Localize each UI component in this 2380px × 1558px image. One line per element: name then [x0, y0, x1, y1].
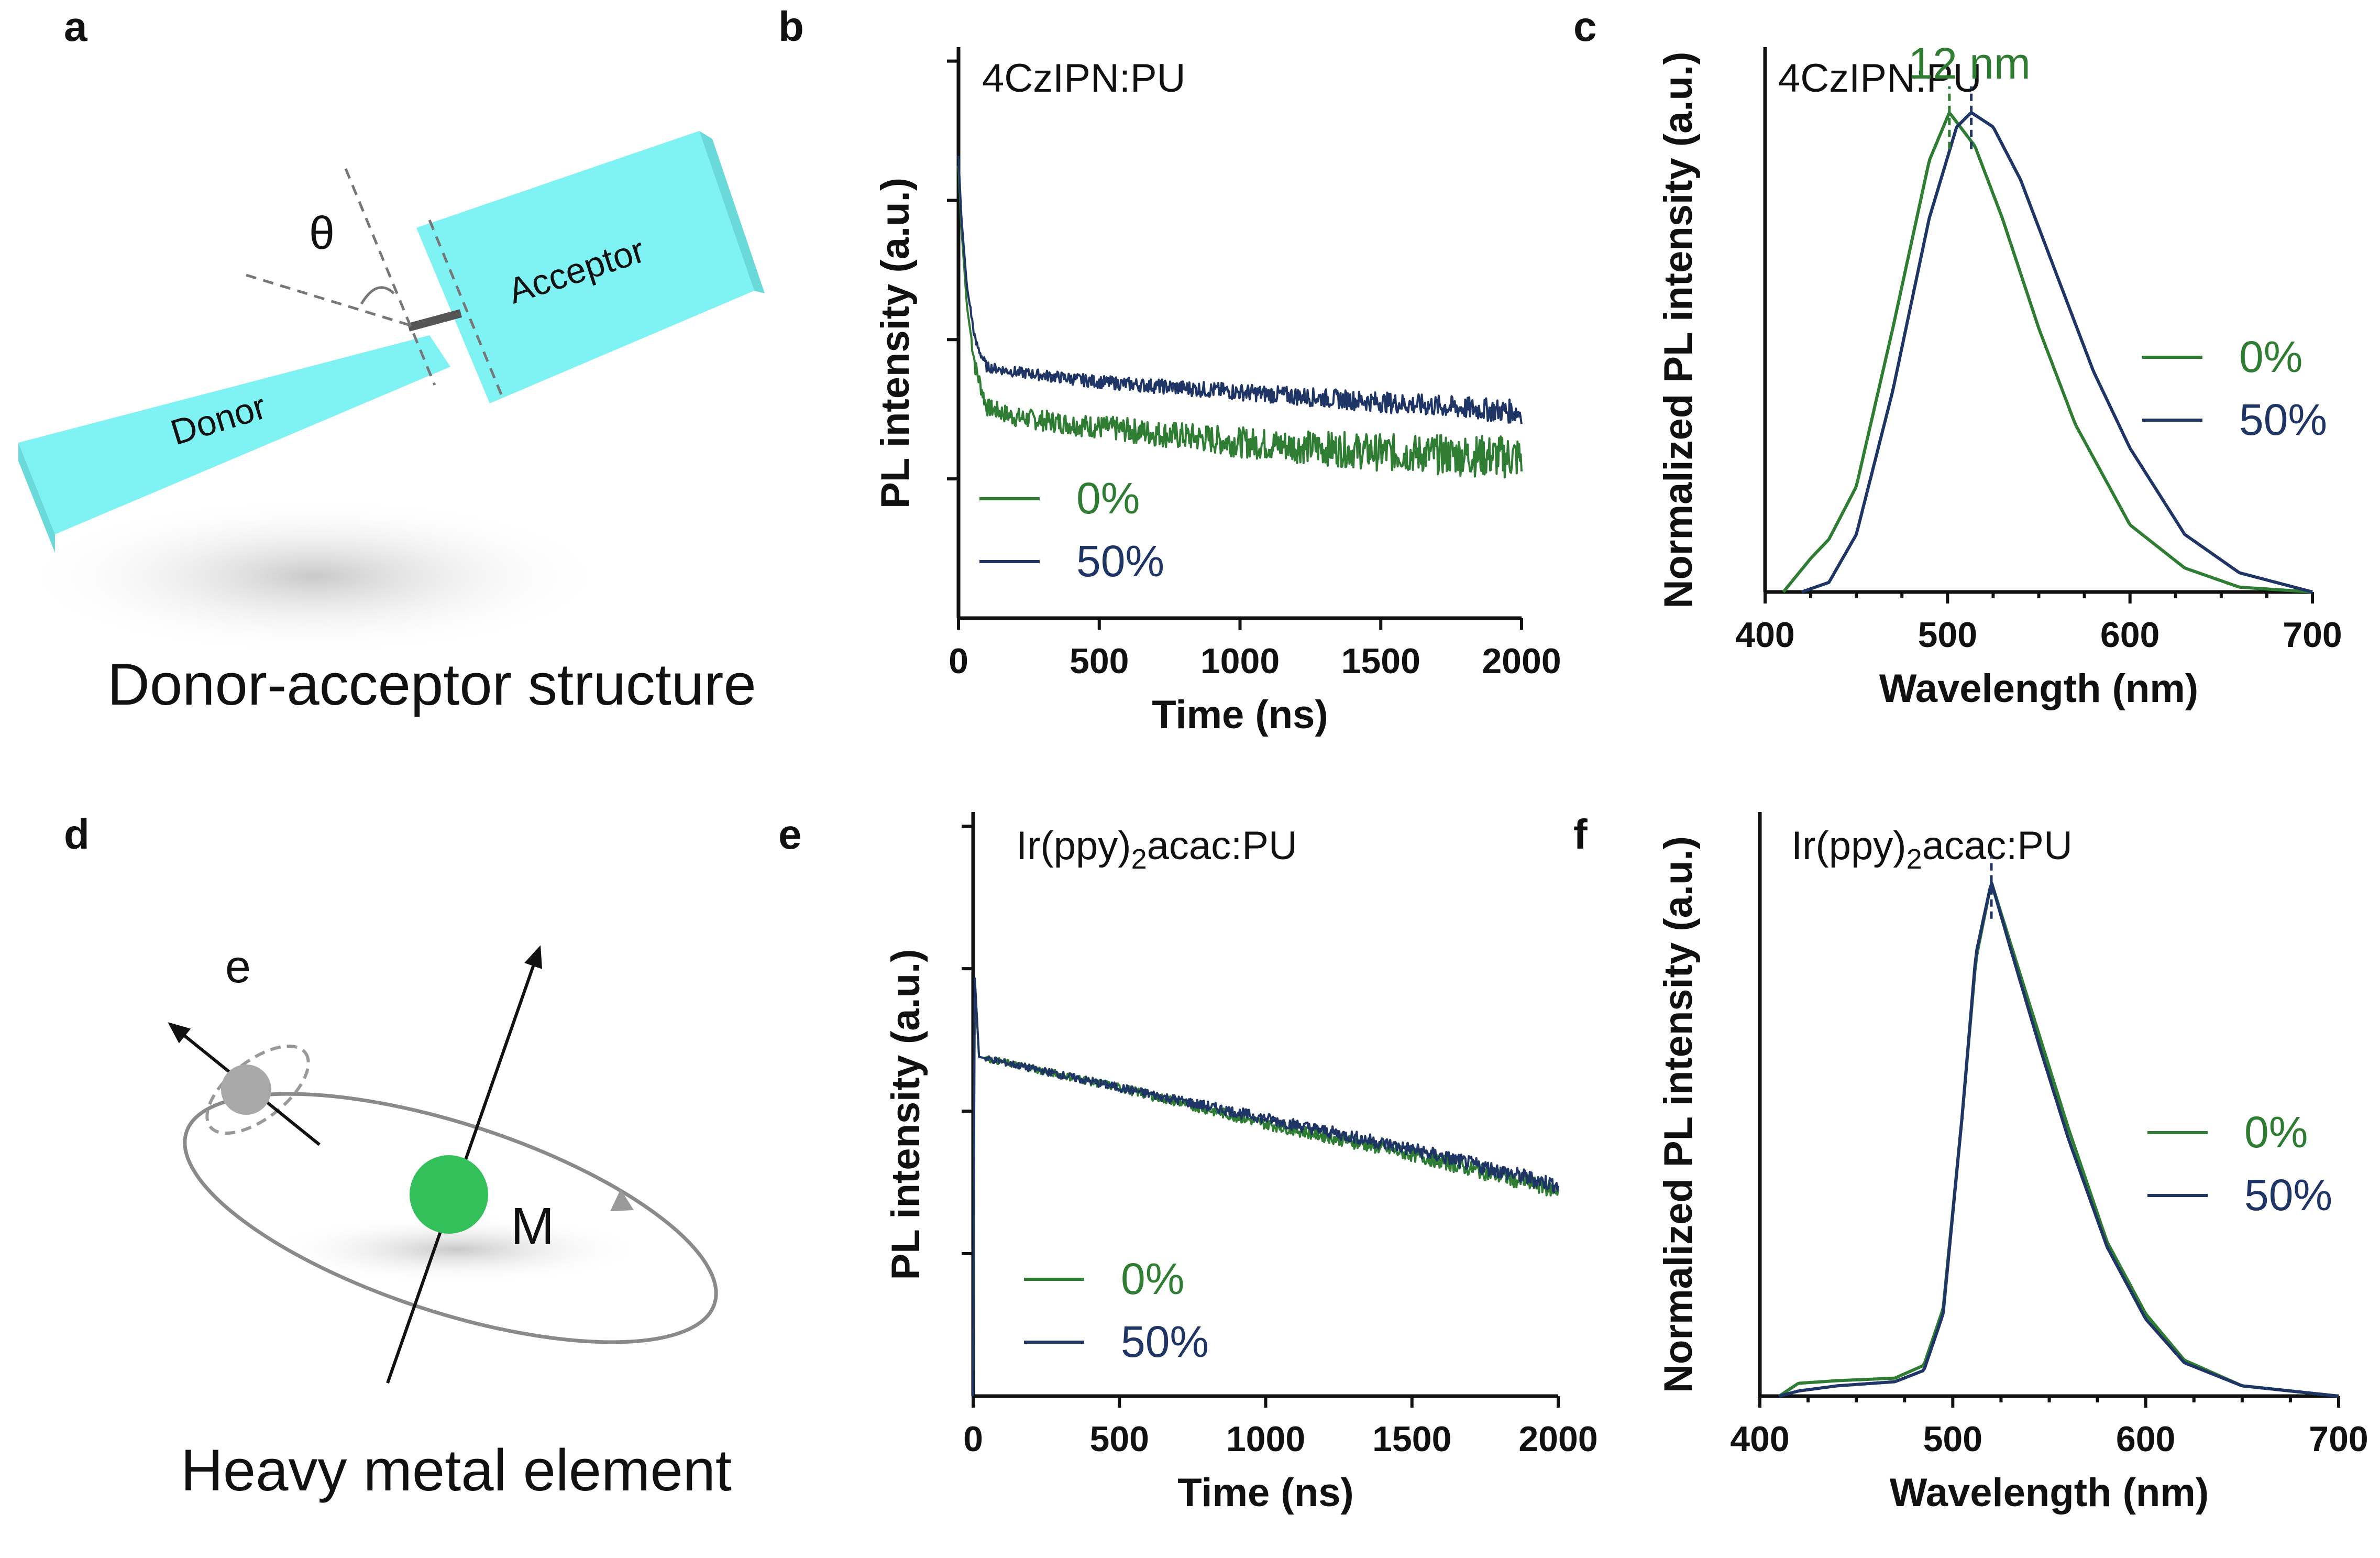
chart-c-ylabel: Normalized PL intensity (a.u.): [1656, 52, 1701, 609]
chart-f-legend-label-50%: 50%: [2244, 1170, 2332, 1220]
chart-e-series-50%: [972, 977, 1559, 1397]
acceptor-block: [416, 131, 754, 403]
chart-f-series-50%: [1779, 882, 2339, 1398]
chart-c-series-0%: [1782, 111, 2313, 594]
chart-c-annotation: 12 nm: [1908, 39, 2030, 88]
chart-c: 400 500 600 700 Wavelength (nm) Normalized PL…: [1656, 39, 2342, 711]
electron-label: e: [225, 940, 251, 992]
panel-a-illustration: θ Donor Acceptor: [18, 131, 765, 655]
chart-b-title: 4CzIPN:PU: [982, 56, 1186, 101]
panel-label-f: f: [1573, 811, 1588, 858]
chart-e-series-0%: [972, 977, 1559, 1397]
panel-label-c: c: [1573, 3, 1597, 50]
panel-label-d: d: [64, 811, 90, 858]
metal-label: M: [511, 1197, 554, 1256]
chart-e-x-tick-label: 1500: [1372, 1419, 1451, 1459]
chart-f: 400 500 600 700 Wavelength (nm) Normalized PL…: [1656, 812, 2368, 1515]
chart-b-x-tick-label: 0: [949, 641, 968, 681]
chart-e-title: Ir(ppy)2acac:PU: [1016, 824, 1297, 875]
donor-block-side: [18, 443, 55, 553]
chart-f-x-tick-label: 400: [1730, 1419, 1789, 1459]
chart-b: 0 500 1000 1500 2000 Time (ns) PL intensity (a…: [873, 47, 1561, 737]
chart-c-legend-label-50%: 50%: [2239, 395, 2327, 444]
chart-e-x-tick-label: 0: [963, 1419, 983, 1459]
chart-b-x-tick-label: 500: [1070, 641, 1129, 681]
orbit-shadow: [267, 1215, 644, 1283]
chart-e: 0 500 1000 1500 2000 Time (ns) PL intensity (a…: [884, 812, 1598, 1515]
linker-bond: [407, 309, 462, 332]
chart-e-x-tick-label: 500: [1090, 1419, 1149, 1459]
chart-f-x-tick-label: 700: [2309, 1419, 2368, 1459]
spin-ellipse: [205, 1044, 310, 1135]
acceptor-edge-dashed: [428, 220, 504, 399]
chart-c-title: 4CzIPN:PU: [1778, 56, 1982, 101]
orbit-direction-icon: [610, 1189, 634, 1211]
orbit-ellipse: [183, 1092, 718, 1344]
chart-e-x-tick-label: 1000: [1226, 1419, 1305, 1459]
acceptor-axis-dashed: [246, 273, 409, 326]
metal-sphere: [410, 1155, 488, 1234]
chart-b-x-tick-label: 2000: [1482, 641, 1561, 681]
donor-axis-dashed: [344, 168, 436, 386]
chart-f-xlabel: Wavelength (nm): [1890, 1471, 2209, 1515]
chart-b-series-0%: [957, 166, 1523, 479]
panel-label-a: a: [64, 3, 87, 50]
chart-b-legend-label-0%: 0%: [1076, 474, 1140, 523]
chart-c-series-50%: [1801, 111, 2313, 594]
charts: 0 500 1000 1500 2000 Time (ns) PL intensity (a…: [873, 39, 2368, 1515]
acceptor-block-side: [699, 131, 765, 293]
panel-label-b: b: [778, 3, 804, 50]
block-shadow: [21, 498, 608, 655]
angle-theta: θ: [309, 207, 335, 259]
donor-block-top: [18, 335, 450, 534]
chart-c-legend-label-0%: 0%: [2239, 332, 2302, 381]
electron-sphere: [221, 1065, 271, 1115]
angle-arc: [360, 286, 395, 305]
chart-c-x-tick-label: 600: [2100, 615, 2159, 655]
chart-f-x-tick-label: 500: [1923, 1419, 1982, 1459]
panel-d-illustration: e M: [168, 940, 718, 1384]
chart-b-legend-label-50%: 50%: [1076, 536, 1164, 586]
chart-c-x-tick-label: 400: [1735, 615, 1794, 655]
chart-e-xlabel: Time (ns): [1177, 1471, 1353, 1515]
chart-c-x-tick-label: 500: [1918, 615, 1977, 655]
chart-e-legend-label-50%: 50%: [1121, 1317, 1209, 1366]
chart-b-series-50%: [957, 156, 1523, 424]
chart-f-title: Ir(ppy)2acac:PU: [1791, 824, 2073, 875]
caption-donor-acceptor: Donor-acceptor structure: [107, 652, 756, 717]
chart-b-ylabel: PL intensity (a.u.): [873, 178, 918, 509]
caption-heavy-metal: Heavy metal element: [181, 1438, 732, 1503]
chart-c-x-tick-label: 700: [2283, 615, 2342, 655]
chart-b-x-tick-label: 1500: [1341, 641, 1420, 681]
chart-c-xlabel: Wavelength (nm): [1879, 666, 2198, 711]
chart-f-legend-label-0%: 0%: [2244, 1107, 2308, 1157]
chart-e-x-tick-label: 2000: [1518, 1419, 1597, 1459]
chart-b-xlabel: Time (ns): [1152, 693, 1328, 737]
chart-e-ylabel: PL intensity (a.u.): [884, 949, 928, 1280]
chart-b-x-tick-label: 1000: [1200, 641, 1280, 681]
panel-label-e: e: [778, 811, 802, 858]
chart-f-x-tick-label: 600: [2116, 1419, 2175, 1459]
chart-f-ylabel: Normalized PL intensity (a.u.): [1656, 836, 1701, 1393]
chart-e-legend-label-0%: 0%: [1121, 1254, 1184, 1303]
